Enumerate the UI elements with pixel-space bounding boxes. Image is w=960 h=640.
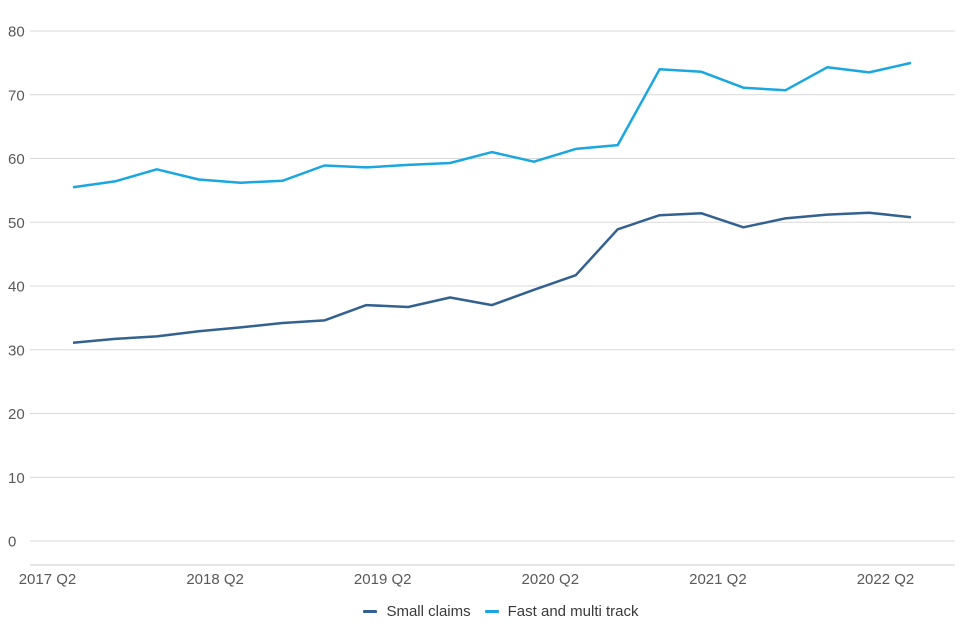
y-axis-tick-label: 10	[8, 470, 25, 487]
y-axis-tick-label: 60	[8, 151, 25, 168]
chart-legend: Small claims Fast and multi track	[0, 604, 960, 619]
legend-label-fast-and-multi-track: Fast and multi track	[507, 603, 639, 620]
x-axis-tick-label: 2021 Q2	[689, 571, 747, 588]
y-axis-tick-label: 0	[8, 534, 16, 551]
series-line-fast-and-multi-track	[72, 61, 912, 189]
plot-area: 0 10 20 30 40 50 60 70 80 2017 Q2 2018 Q2 2019 Q2 20…	[8, 24, 955, 588]
x-axis-tick-label: 2017 Q2	[19, 571, 77, 588]
x-axis-tick-label: 2019 Q2	[354, 571, 412, 588]
x-axis-tick-label: 2020 Q2	[522, 571, 580, 588]
y-axis-tick-label: 30	[8, 342, 25, 359]
y-axis-tick-label: 20	[8, 406, 25, 423]
x-axis-tick-label: 2022 Q2	[857, 571, 915, 588]
series-line-small-claims	[72, 211, 912, 344]
legend-item-small-claims[interactable]: Small claims	[363, 603, 471, 620]
small-claims-line-swatch	[363, 610, 378, 613]
legend-item-fast-and-multi-track[interactable]: Fast and multi track	[484, 603, 639, 620]
y-axis-tick-label: 70	[8, 87, 25, 104]
fast-and-multi-track-line-swatch	[484, 610, 499, 613]
y-axis-tick-label: 40	[8, 279, 25, 296]
legend-label-small-claims: Small claims	[386, 603, 471, 620]
y-axis-tick-label: 50	[8, 215, 25, 232]
y-axis-tick-label: 80	[8, 24, 25, 41]
x-axis-tick-label: 2018 Q2	[186, 571, 244, 588]
